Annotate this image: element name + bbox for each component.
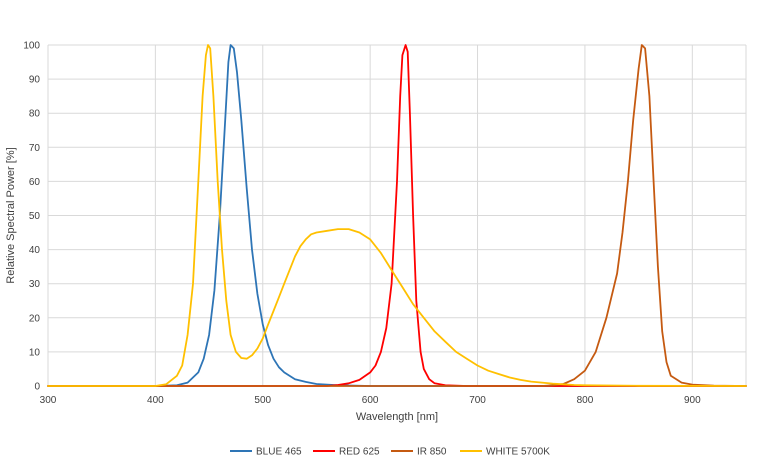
y-tick-label: 10 (29, 347, 41, 358)
x-tick-label: 600 (362, 395, 379, 406)
legend: BLUE 465 RED 625 IR 850 WHITE 5700K (230, 447, 550, 458)
y-tick-label: 60 (29, 177, 41, 188)
y-tick-label: 80 (29, 109, 41, 120)
x-tick-label: 800 (577, 395, 594, 406)
y-tick-label: 0 (34, 382, 40, 393)
x-axis-label: Wavelength [nm] (356, 411, 438, 423)
y-tick-label: 90 (29, 75, 41, 86)
series-line-ir-850 (47, 44, 747, 387)
series-line-red-625 (47, 44, 747, 387)
x-tick-label: 400 (147, 395, 164, 406)
y-tick-label: 100 (23, 41, 40, 52)
series-line-blue-465 (47, 44, 747, 387)
series-lines (47, 44, 747, 387)
legend-label: RED 625 (339, 447, 380, 458)
legend-label: WHITE 5700K (486, 447, 550, 458)
y-tick-label: 20 (29, 313, 41, 324)
legend-label: BLUE 465 (256, 447, 302, 458)
legend-label: IR 850 (417, 447, 447, 458)
x-tick-label: 300 (40, 395, 57, 406)
y-tick-label: 70 (29, 143, 41, 154)
x-tick-label: 700 (469, 395, 486, 406)
x-tick-label: 900 (684, 395, 701, 406)
tick-labels: 0 10 20 30 40 50 60 70 80 90 100 300 400 500 600 700 800… (23, 41, 701, 407)
y-axis-label: Relative Spectral Power [%] (5, 147, 17, 283)
series-line-white-5700k (47, 44, 747, 387)
x-tick-label: 500 (254, 395, 271, 406)
y-tick-label: 40 (29, 245, 41, 256)
y-tick-label: 50 (29, 211, 41, 222)
gridlines (47, 44, 747, 386)
y-tick-label: 30 (29, 279, 41, 290)
